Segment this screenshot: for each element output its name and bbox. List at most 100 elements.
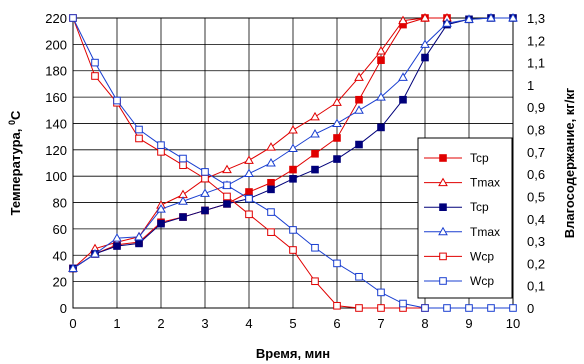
data-point [112, 233, 122, 242]
y-left-axis-title: Температура, 0С [7, 110, 23, 215]
data-point [439, 154, 447, 162]
y-right-tick-label: 1,2 [527, 33, 545, 48]
y-right-tick-label: 0,3 [527, 234, 545, 249]
data-point [157, 148, 165, 156]
data-point [91, 58, 99, 67]
data-point [443, 304, 451, 312]
data-point [201, 206, 209, 215]
legend-entry: Tmax [424, 225, 500, 239]
data-point [398, 15, 408, 25]
legend-label: Tmax [470, 176, 500, 190]
y-right-tick-labels: 0 0,1 0,2 0,3 0,4 0,5 0,6 0,7 0,8 0,9 1 1,1 1,2 1,3 [527, 11, 545, 316]
series-1 [68, 12, 452, 272]
data-point [355, 95, 363, 104]
data-point [508, 12, 518, 22]
x-tick-label: 5 [289, 316, 296, 331]
legend: Tcp Tmax Tcp Tmax Wcp Wcp [417, 137, 513, 299]
data-point [135, 125, 143, 134]
series-3 [68, 12, 518, 272]
legend-label: Wcp [470, 249, 494, 263]
legend-entry: Wcp [424, 274, 494, 288]
y-right-tick-label: 0 [527, 301, 534, 316]
data-point [439, 203, 447, 211]
data-point [421, 53, 429, 62]
data-point [289, 175, 297, 183]
data-point [91, 72, 99, 80]
data-point [399, 299, 407, 308]
y-left-tick-label: 200 [45, 37, 67, 52]
data-point [222, 164, 232, 174]
data-point [311, 149, 319, 158]
data-point [420, 39, 430, 48]
data-point [267, 208, 275, 216]
data-point [178, 196, 188, 205]
y-right-tick-label: 0,4 [527, 212, 545, 227]
data-point [333, 155, 341, 163]
x-tick-label: 7 [377, 316, 384, 331]
series-line [72, 17, 447, 269]
x-tick-label: 8 [421, 316, 428, 331]
data-point [377, 123, 385, 132]
data-point [267, 228, 275, 236]
data-point [310, 111, 320, 121]
x-tick-label: 10 [506, 316, 520, 331]
data-point [288, 125, 298, 134]
data-point [289, 165, 297, 174]
data-point [200, 188, 210, 197]
data-point [90, 248, 100, 258]
x-tick-label: 1 [113, 316, 120, 331]
data-point [439, 277, 447, 285]
data-point [244, 155, 254, 164]
data-point [201, 168, 209, 176]
data-point [438, 177, 448, 187]
y-left-tick-label: 40 [53, 248, 67, 263]
legend-label: Wcp [470, 274, 494, 288]
data-point [156, 204, 166, 213]
data-point [376, 92, 386, 101]
y-right-tick-label: 0,2 [527, 256, 545, 271]
x-tick-label: 0 [69, 316, 76, 331]
data-point [245, 210, 253, 219]
data-point [223, 192, 231, 201]
y-left-tick-label: 20 [53, 275, 67, 290]
y-right-axis-title: Влагосодержание, кг/кг [562, 87, 577, 238]
data-point [135, 134, 143, 143]
data-point [68, 263, 78, 272]
data-point [486, 12, 496, 22]
y-right-tick-label: 1,3 [527, 11, 545, 26]
data-point [465, 304, 473, 312]
data-point [332, 118, 342, 127]
data-point [179, 154, 187, 163]
data-point [398, 72, 408, 81]
data-point [289, 246, 297, 254]
data-point [113, 242, 121, 250]
series-group [68, 12, 518, 312]
y-right-tick-label: 1,1 [527, 56, 545, 71]
data-point [333, 259, 341, 268]
y-left-tick-label: 60 [53, 222, 67, 237]
data-point [377, 304, 385, 312]
data-point [135, 239, 143, 248]
data-point [134, 231, 144, 241]
legend-label: Tcp [470, 200, 489, 214]
data-point [179, 213, 187, 221]
y-left-tick-label: 80 [53, 196, 67, 211]
data-point [179, 161, 187, 170]
data-point [311, 277, 319, 286]
data-point [439, 252, 447, 261]
data-point [377, 288, 385, 297]
y-right-tick-label: 0,8 [527, 123, 545, 138]
data-point [289, 226, 297, 234]
data-point [333, 301, 341, 310]
legend-entry: Tcp [424, 200, 489, 214]
x-tick-labels: 0 1 2 3 4 5 6 7 8 9 10 [69, 316, 520, 331]
data-point [267, 178, 275, 187]
data-point [157, 219, 165, 228]
data-point [487, 304, 495, 312]
data-point [311, 243, 319, 252]
data-point [201, 174, 209, 183]
y-right-tick-label: 0,9 [527, 100, 545, 115]
x-tick-label: 6 [333, 316, 340, 331]
data-point [223, 181, 231, 190]
data-point [355, 304, 363, 312]
